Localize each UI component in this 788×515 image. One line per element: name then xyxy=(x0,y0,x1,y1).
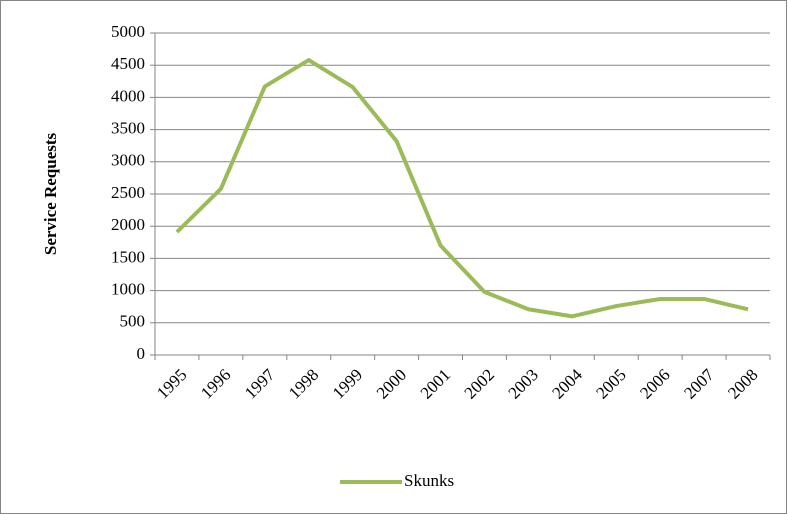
y-tick-label: 1000 xyxy=(111,280,145,299)
y-tick-label: 5000 xyxy=(111,22,145,41)
y-tick-label: 3500 xyxy=(111,119,145,138)
data-line xyxy=(175,58,749,319)
y-tick-label: 2500 xyxy=(111,183,145,202)
y-axis-label: Service Requests xyxy=(41,132,60,255)
y-tick-label: 1500 xyxy=(111,247,145,266)
y-tick-label: 3000 xyxy=(111,151,145,170)
y-tick-label: 0 xyxy=(137,344,146,363)
y-tick-label: 2000 xyxy=(111,215,145,234)
y-tick-label: 4500 xyxy=(111,54,145,73)
legend-label: Skunks xyxy=(404,471,454,490)
y-tick-label: 4000 xyxy=(111,86,145,105)
y-tick-label: 500 xyxy=(120,312,146,331)
